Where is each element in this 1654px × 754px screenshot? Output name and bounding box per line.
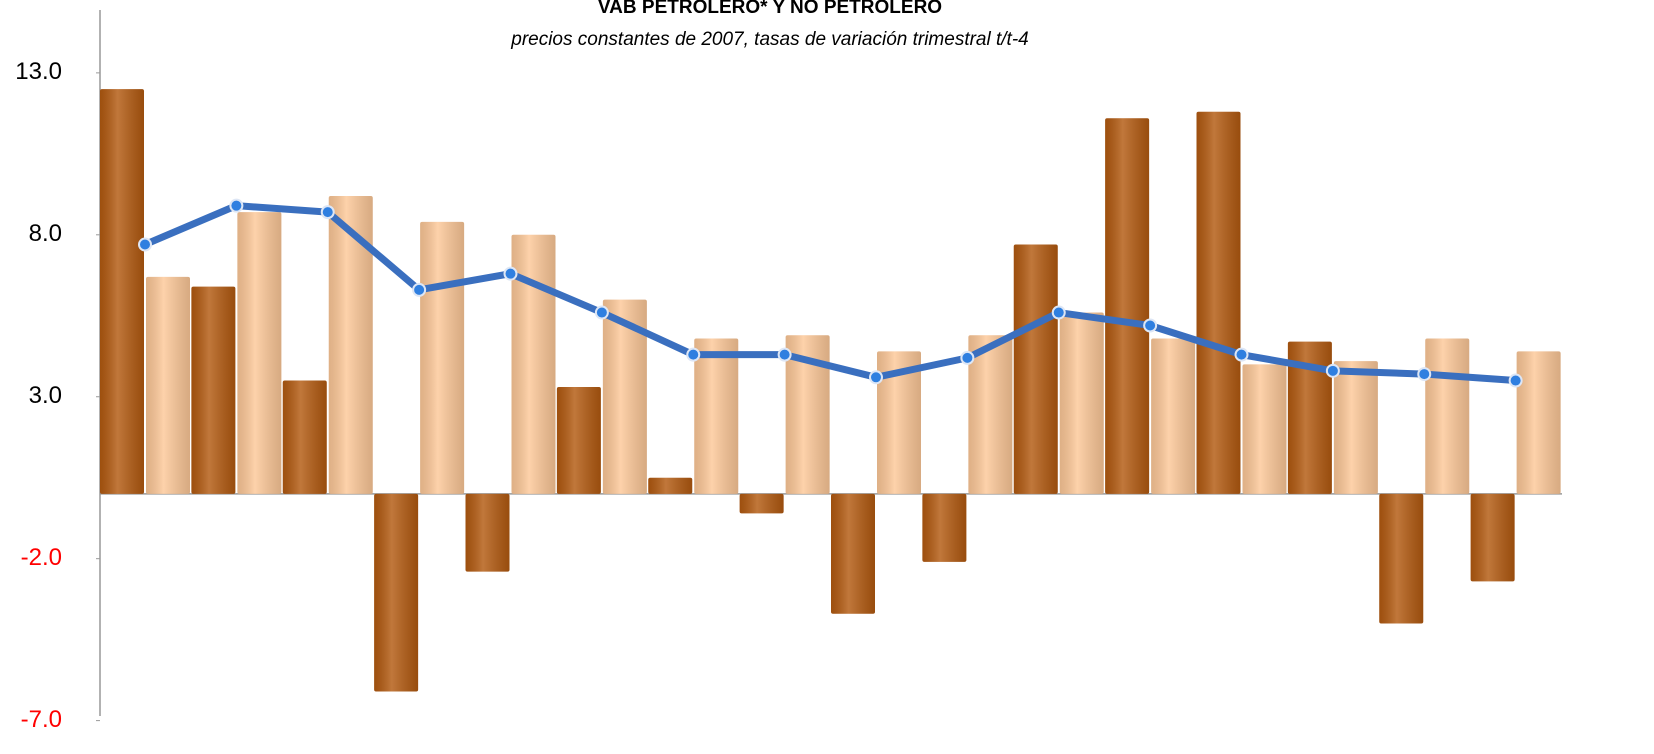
bar-shine: [1379, 493, 1424, 624]
line-marker: [686, 347, 701, 362]
line-marker: [503, 266, 518, 281]
chart-subtitle: precios constantes de 2007, tasas de var…: [510, 29, 1028, 50]
line-marker: [1325, 363, 1340, 378]
bar-shine: [1059, 312, 1104, 494]
bar-shine: [146, 276, 190, 494]
bar-shine: [191, 286, 236, 494]
line-marker: [1417, 367, 1432, 382]
bar-shine: [785, 335, 830, 494]
bar-shine: [922, 493, 967, 562]
line-marker: [229, 198, 244, 213]
bar-shine: [374, 493, 419, 692]
bar-shine: [556, 387, 601, 494]
bar-shine: [1105, 118, 1150, 494]
bar-shine: [694, 338, 739, 494]
bar-shine: [1242, 364, 1287, 494]
bar-shine: [831, 493, 875, 614]
y-tick-label: 8.0: [29, 220, 62, 247]
bar-shine: [968, 335, 1013, 494]
bar-shine: [1516, 351, 1561, 494]
line-marker: [960, 350, 975, 365]
bar-shine: [1333, 361, 1378, 494]
chart-title: VAB PETROLERO* Y NO PETROLERO: [598, 0, 942, 18]
bar-shine: [739, 493, 784, 514]
bar-shine: [1013, 244, 1058, 494]
line-marker: [1234, 347, 1249, 362]
line-marker: [138, 237, 152, 252]
line-marker: [1051, 305, 1066, 320]
line: [143, 202, 1516, 385]
bar-shine: [237, 212, 282, 494]
bar-shine: [877, 351, 921, 494]
bar-shine: [511, 234, 556, 494]
bar-shine: [328, 195, 373, 494]
bar-shine: [1287, 341, 1332, 494]
bar-shine: [100, 89, 144, 494]
bar-shine: [282, 380, 327, 494]
y-tick-label: -2.0: [21, 544, 62, 571]
bar-shine: [465, 493, 510, 572]
bar-shine: [1151, 338, 1196, 494]
y-tick-label: 3.0: [29, 382, 62, 409]
line-marker: [1508, 373, 1523, 388]
bar-shine: [602, 299, 647, 494]
line-marker: [869, 370, 883, 385]
y-tick-label: 13.0: [15, 58, 62, 85]
y-tick-label: -7.0: [21, 706, 62, 733]
bar-shine: [1425, 338, 1470, 494]
line-marker: [320, 205, 335, 220]
line-marker: [777, 347, 792, 362]
bar-shine: [1470, 493, 1515, 582]
bar-shine: [420, 221, 465, 494]
line-marker: [594, 305, 609, 320]
bar-shine: [648, 477, 693, 494]
line-marker: [1143, 318, 1158, 333]
bar-shine: [1196, 111, 1241, 494]
line-marker: [412, 282, 427, 297]
